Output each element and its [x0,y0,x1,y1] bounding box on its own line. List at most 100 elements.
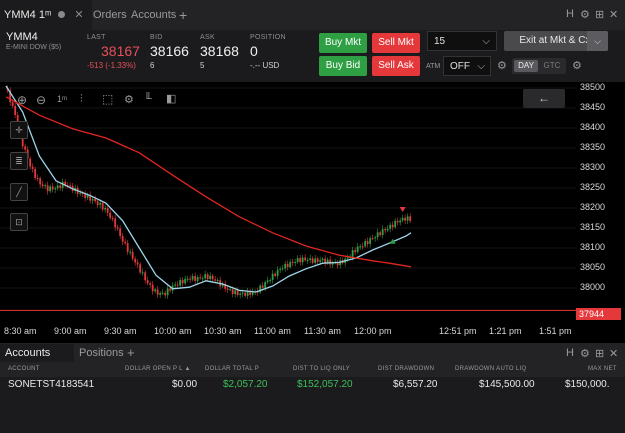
candle-body [179,280,182,286]
slow-ma-line [5,96,412,268]
candle-body [84,194,87,198]
lock-icon[interactable]: ⊡ [10,213,28,231]
sell-market-button[interactable]: Sell Mkt [372,33,420,53]
y-tick-label: 38400 [580,122,606,132]
window-icon[interactable]: ⊞ [595,348,605,360]
candle-body [324,258,327,264]
candle-body [274,273,277,276]
candle-body [111,217,114,219]
gear-icon[interactable]: ⚙ [580,348,590,360]
h-icon[interactable]: H [566,8,574,20]
close-tab-icon[interactable]: ✕ [74,9,84,21]
candle-body [69,185,72,187]
candle-body [159,292,162,295]
candle-body [201,278,204,280]
column-header-total-pl[interactable]: DOLLAR TOTAL P [205,366,259,372]
crosshair-icon[interactable]: ✛ [10,121,28,139]
candle-body [326,259,329,264]
column-header-dist-drawdown[interactable]: DIST DRAWDOWN [378,366,435,372]
candle-body [156,289,159,295]
price-chart[interactable] [0,82,578,344]
candle-body [269,279,272,281]
table-row[interactable] [0,377,625,393]
candle-body [116,227,119,229]
candle-body [406,216,409,221]
buy-market-button[interactable]: Buy Mkt [319,33,367,53]
candle-body [311,258,314,263]
tab-orders[interactable]: Orders [93,9,127,21]
candle-body [331,262,334,265]
candle-body [11,102,14,107]
atm-select[interactable]: OFF ⌵ [443,56,491,76]
h-icon[interactable]: H [566,347,574,359]
candle-body [16,115,19,127]
order-settings-gear-icon[interactable]: ⚙ [572,60,582,72]
ask-price: 38168 [200,43,239,59]
column-header-dist-liq[interactable]: DIST TO LIQ ONLY [293,366,351,372]
zoom-out-icon[interactable]: ⊖ [36,93,47,107]
x-tick-label: 12:00 pm [354,326,392,336]
candle-body [279,268,282,270]
x-tick-label: 9:30 am [104,326,137,336]
candle-body [121,236,124,242]
gear-icon[interactable]: ⚙ [580,9,590,21]
sell-ask-button[interactable]: Sell Ask [372,56,420,76]
indicator-settings-icon[interactable]: ⚙ [124,94,134,106]
position-value: 0 [250,43,258,59]
notes-icon[interactable]: ≣ [10,152,28,170]
atm-settings-gear-icon[interactable]: ⚙ [497,60,507,72]
gtc-option[interactable]: GTC [543,61,561,70]
quantity-value: 15 [434,36,446,47]
tab-chart-symbol[interactable]: YMM4 1ᵐ ✕ [0,0,92,30]
layout-icon[interactable]: ◧ [166,93,177,105]
back-to-latest-button[interactable]: ← [523,89,565,108]
interval-button[interactable]: 1ᵐ [57,94,68,104]
candle-body [139,264,142,273]
candle-body [304,257,307,261]
ask-size: 5 [200,61,205,70]
candle-body [359,246,362,248]
candle-body [31,166,34,169]
close-panel-icon[interactable]: ✕ [609,348,619,360]
column-header-open-pl[interactable]: DOLLAR OPEN P L ▲ [125,366,191,372]
candle-body [379,232,382,235]
candle-body [184,278,187,284]
candle-body [131,251,134,259]
quantity-select[interactable]: 15 ⌵ [427,31,497,51]
add-bottom-tab-button[interactable]: + [127,345,135,360]
candle-body [61,181,64,188]
column-header-max-net[interactable]: MAX NET [588,366,617,372]
bottom-tab-bar [0,343,625,363]
exit-dropdown-chevron-icon[interactable]: ⌵ [587,31,608,51]
tab-accounts-bottom[interactable]: Accounts ✕ [0,344,74,377]
exit-at-market-cancel-button[interactable]: Exit at Mkt & Cxl [504,31,608,51]
cell-total-pl: $2,057.20 [223,379,268,390]
candle-body [146,280,149,284]
select-region-icon[interactable]: ⬚ [102,92,114,106]
draw-line-icon[interactable]: ╱ [10,183,28,201]
studies-icon[interactable]: ╙ [144,93,152,105]
candle-body [79,192,82,194]
tab-accounts[interactable]: Accounts [131,9,177,21]
candle-body [259,285,262,293]
close-window-icon[interactable]: ✕ [609,9,619,21]
x-tick-label: 1:51 pm [539,326,572,336]
buy-bid-button[interactable]: Buy Bid [319,56,367,76]
candle-body [409,216,412,222]
bid-price: 38166 [150,43,189,59]
day-option[interactable]: DAY [514,60,538,72]
column-header-drawdown-auto-liq[interactable]: DRAWDOWN AUTO LIQ [455,366,527,372]
add-tab-button[interactable]: + [179,7,188,23]
candlestick-icon[interactable]: ⫶ [80,93,83,105]
window-icon[interactable]: ⊞ [595,9,605,21]
candle-body [144,272,147,281]
candle-body [374,237,377,239]
candle-body [229,289,232,291]
zoom-in-icon[interactable]: ⊕ [17,93,28,107]
cell-dist-liq: $152,057.20 [297,379,353,390]
bid-label: BID [150,34,163,41]
column-header-account[interactable]: ACCOUNT [8,366,40,372]
tab-positions[interactable]: Positions [79,347,124,359]
status-dot-icon [58,11,66,18]
x-tick-label: 12:51 pm [439,326,477,336]
